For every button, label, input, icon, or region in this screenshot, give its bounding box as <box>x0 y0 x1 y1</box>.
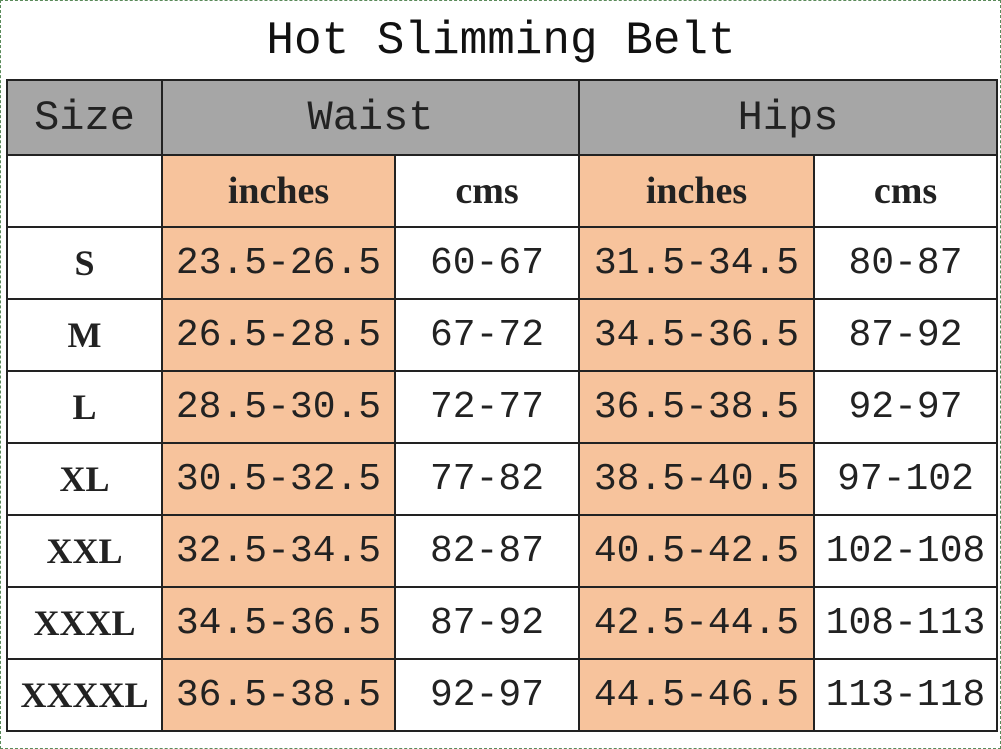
size-row: S 23.5-26.5 60-67 31.5-34.5 80-87 <box>6 226 999 300</box>
measure-cell: 87-92 <box>394 586 580 660</box>
size-row: M 26.5-28.5 67-72 34.5-36.5 87-92 <box>6 298 999 372</box>
size-row: XXL 32.5-34.5 82-87 40.5-42.5 102-108 <box>6 514 999 588</box>
size-row: XXXL 34.5-36.5 87-92 42.5-44.5 108-113 <box>6 586 999 660</box>
header-row: Size Waist Hips <box>6 79 999 156</box>
unit-cell: cms <box>812 154 999 228</box>
size-cell: XXXL <box>6 586 163 660</box>
measure-cell: 40.5-42.5 <box>578 514 815 588</box>
measure-cell: 102-108 <box>812 514 999 588</box>
table-body: Size Waist Hips inches cms inches cms S 23.5… <box>6 79 999 732</box>
header-cell: Waist <box>161 79 580 156</box>
measure-cell: 77-82 <box>394 442 580 516</box>
measure-cell: 23.5-26.5 <box>161 226 396 300</box>
measure-cell: 67-72 <box>394 298 580 372</box>
measure-cell: 26.5-28.5 <box>161 298 396 372</box>
measure-cell: 28.5-30.5 <box>161 370 396 444</box>
size-row: XL 30.5-32.5 77-82 38.5-40.5 97-102 <box>6 442 999 516</box>
measure-cell: 87-92 <box>812 298 999 372</box>
measure-cell: 34.5-36.5 <box>578 298 815 372</box>
subheader-row: inches cms inches cms <box>6 154 999 228</box>
measure-cell: 72-77 <box>394 370 580 444</box>
unit-cell: inches <box>161 154 396 228</box>
measure-cell: 36.5-38.5 <box>161 658 396 732</box>
size-cell: XXXXL <box>6 658 163 732</box>
measure-cell: 60-67 <box>394 226 580 300</box>
measure-cell: 31.5-34.5 <box>578 226 815 300</box>
size-cell: XL <box>6 442 163 516</box>
measure-cell: 113-118 <box>812 658 999 732</box>
header-cell: Hips <box>577 79 999 156</box>
measure-cell: 38.5-40.5 <box>578 442 815 516</box>
measure-cell: 108-113 <box>812 586 999 660</box>
measure-cell: 44.5-46.5 <box>578 658 815 732</box>
size-row: L 28.5-30.5 72-77 36.5-38.5 92-97 <box>6 370 999 444</box>
measure-cell: 82-87 <box>394 514 580 588</box>
measure-cell: 42.5-44.5 <box>578 586 815 660</box>
measure-cell: 36.5-38.5 <box>578 370 815 444</box>
measure-cell: 92-97 <box>812 370 999 444</box>
empty-cell <box>6 154 163 228</box>
measure-cell: 80-87 <box>812 226 999 300</box>
measure-cell: 92-97 <box>394 658 580 732</box>
measure-cell: 30.5-32.5 <box>161 442 396 516</box>
unit-cell: cms <box>394 154 580 228</box>
size-cell: XXL <box>6 514 163 588</box>
measure-cell: 97-102 <box>812 442 999 516</box>
size-table: Size Waist Hips inches cms inches cms S 23.5… <box>6 79 999 732</box>
size-cell: L <box>6 370 163 444</box>
title: Hot Slimming Belt <box>266 15 736 67</box>
size-cell: M <box>6 298 163 372</box>
measure-cell: 32.5-34.5 <box>161 514 396 588</box>
measure-cell: 34.5-36.5 <box>161 586 396 660</box>
size-row: XXXXL 36.5-38.5 92-97 44.5-46.5 113-118 <box>6 658 999 732</box>
size-cell: S <box>6 226 163 300</box>
header-cell: Size <box>6 79 163 156</box>
unit-cell: inches <box>578 154 815 228</box>
